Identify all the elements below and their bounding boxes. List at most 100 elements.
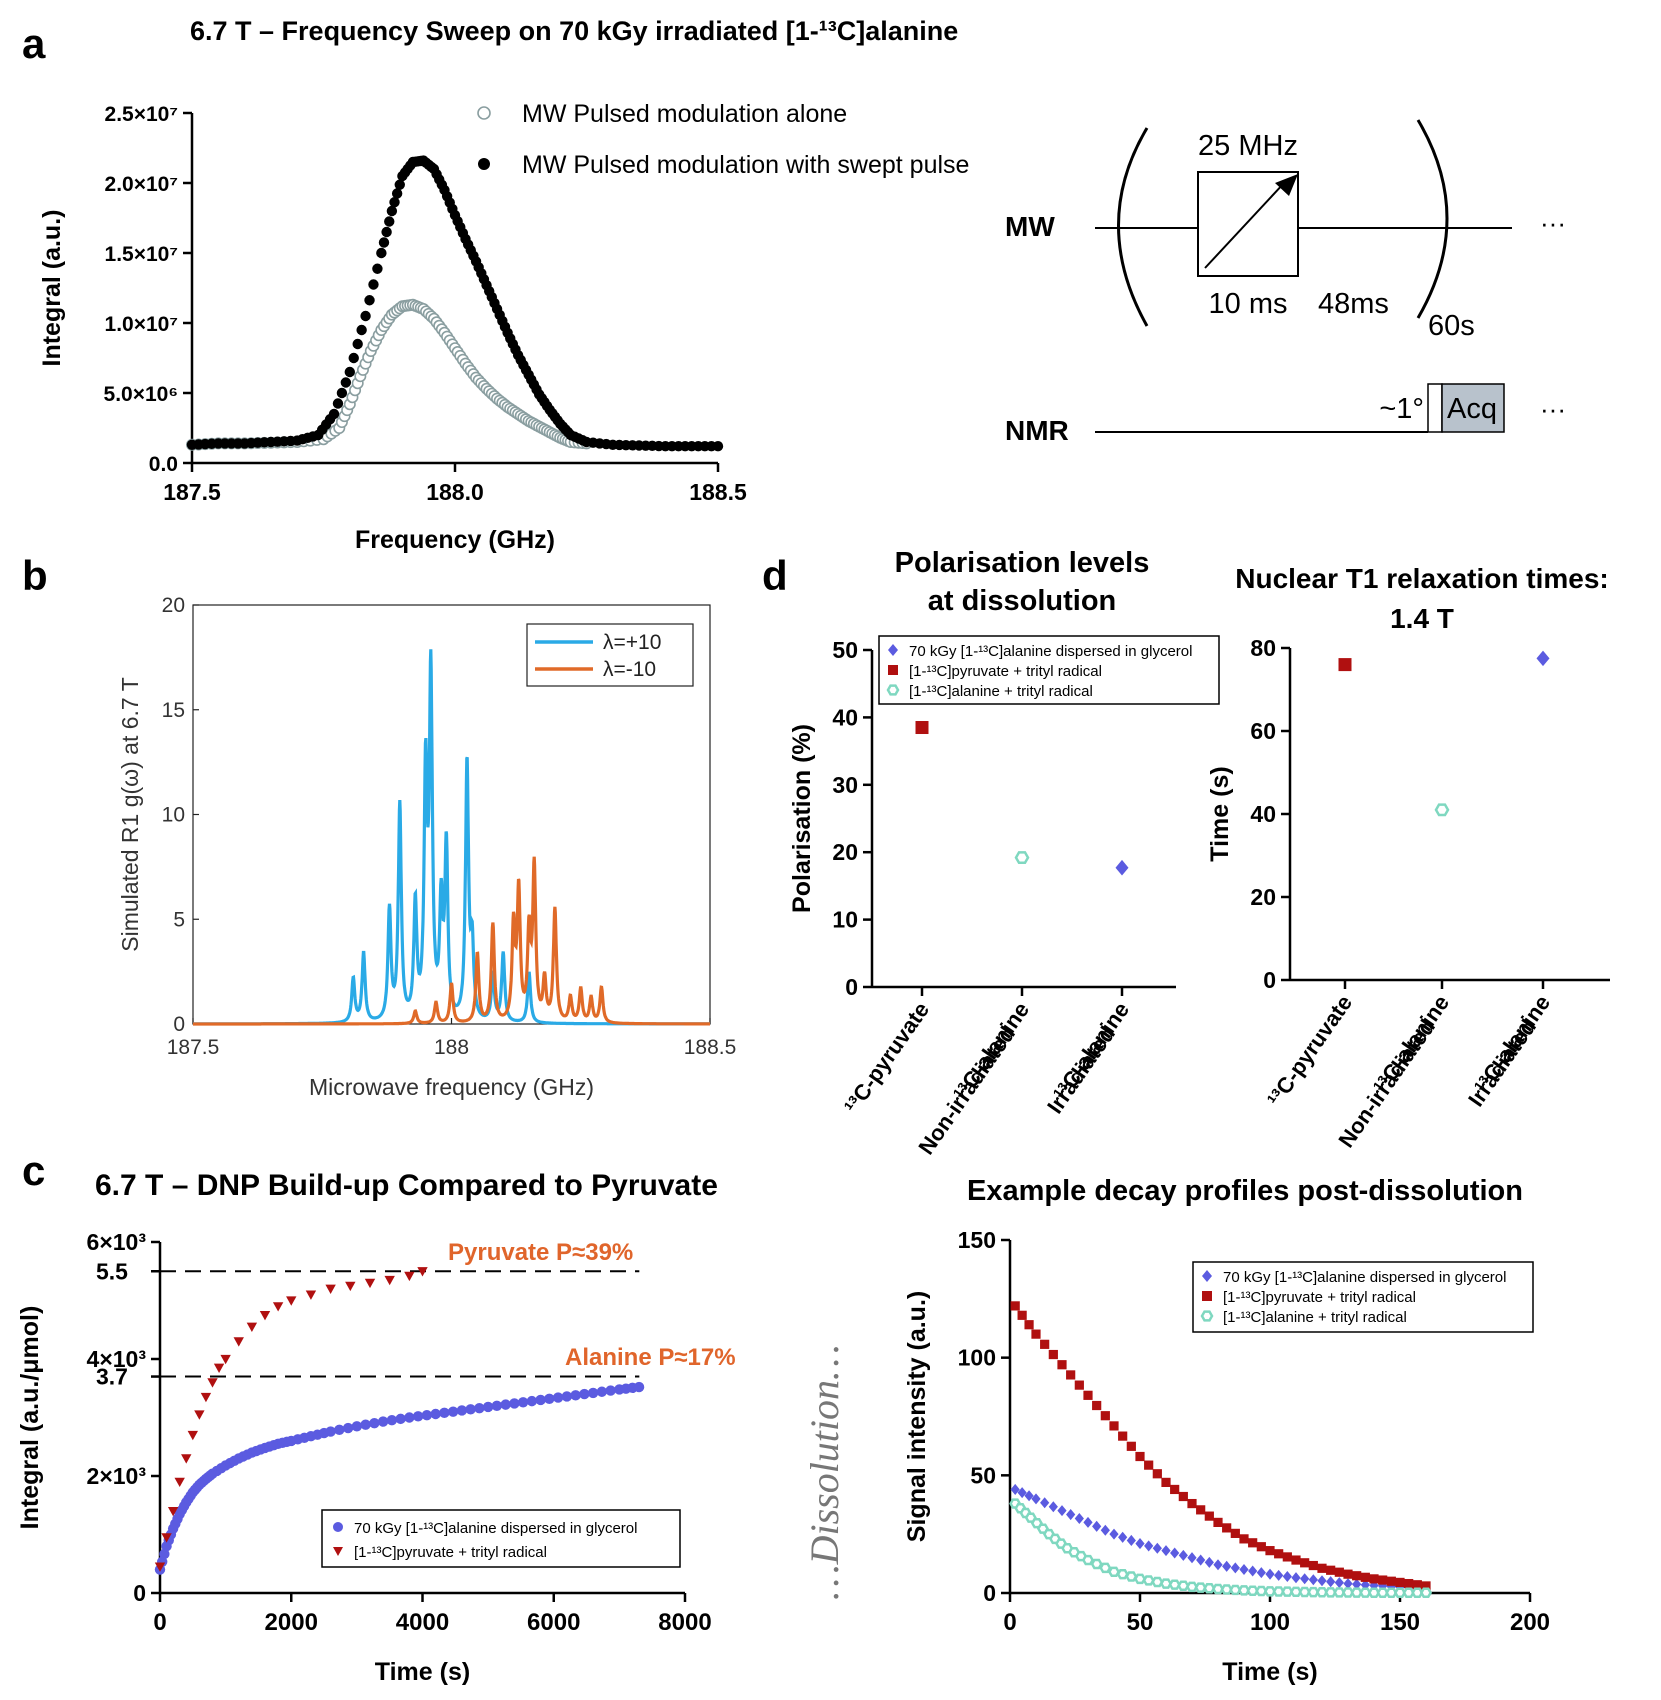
chart-c2-legend-label: 70 kGy [1-¹³C]alanine dispersed in glyce…: [1223, 1269, 1506, 1286]
chart-c2-point: [1185, 1581, 1199, 1593]
chart-c2-point: [1248, 1538, 1258, 1548]
chart-c1-point: [377, 1416, 389, 1427]
chart-c2-point: [1291, 1572, 1301, 1584]
chart-c1-point: [305, 1290, 317, 1300]
chart-a-x-tick-label: 188.5: [689, 479, 747, 505]
chart-c2-point: [1256, 1567, 1266, 1579]
chart-d2-point: [1536, 650, 1550, 667]
chart-c2-point: [1024, 1490, 1034, 1502]
chart-c2-x-tick-label: 0: [1003, 1609, 1016, 1636]
chart-c2-point: [1152, 1542, 1162, 1554]
chart-c2-point: [1170, 1547, 1180, 1559]
chart-c1-annotation-pyruvate: Pyruvate P≈39%: [448, 1239, 633, 1266]
chart-c2-point: [1031, 1329, 1041, 1339]
chart-d1-point: [915, 721, 929, 735]
chart-c2-point: [1369, 1579, 1379, 1591]
chart-c2-point: [1326, 1576, 1336, 1588]
chart-c1-point: [384, 1275, 395, 1286]
chart-a-x-tick-label: 187.5: [163, 479, 221, 505]
chart-c2-point: [1282, 1571, 1292, 1583]
chart-c1-legend: [321, 1509, 681, 1568]
chart-c2-point: [1343, 1578, 1353, 1590]
chart-d2-y-tick-label: 0: [1263, 967, 1276, 993]
chart-c2-point: [1230, 1528, 1240, 1538]
chart-c2-point: [1230, 1562, 1240, 1574]
chart-c1-point: [633, 1381, 645, 1393]
chart-c2-point: [1421, 1581, 1431, 1591]
chart-c2-point: [1118, 1431, 1128, 1441]
chart-a-point: [394, 179, 405, 190]
chart-c2-point: [1395, 1581, 1405, 1593]
chart-a-point: [336, 387, 348, 399]
chart-c2-point: [1376, 1587, 1389, 1598]
chart-b-y-tick-label: 5: [173, 908, 185, 931]
chart-c2-point: [1300, 1573, 1310, 1585]
chart-c2-point: [1255, 1585, 1268, 1597]
chart-a-legend-marker: [478, 158, 490, 170]
chart-d2-x-tick-label: ¹³C-alanine: [1368, 991, 1454, 1098]
chart-c1-point: [526, 1395, 538, 1407]
chart-c2-point: [1100, 1524, 1110, 1536]
chart-a-point: [356, 324, 367, 336]
chart-c2-point: [1010, 1483, 1020, 1495]
chart-c2-point: [1074, 1512, 1084, 1524]
chart-c1-legend-marker: [333, 1522, 343, 1532]
chart-c1-legend-label: [1-¹³C]pyruvate + trityl radical: [354, 1544, 547, 1561]
chart-c1-point: [465, 1404, 476, 1415]
chart-c2-point: [1099, 1562, 1112, 1574]
chart-c1-legend-marker: [333, 1547, 343, 1556]
chart-c1-point: [259, 1310, 271, 1321]
chart-c2-legend-label: [1-¹³C]pyruvate + trityl radical: [1223, 1289, 1416, 1306]
chart-d1-y-tick-label: 0: [845, 974, 858, 1000]
chart-d1-point: [1115, 859, 1129, 876]
chart-c1-point: [412, 1411, 424, 1422]
chart-c2-point: [1359, 1587, 1372, 1598]
chart-d2-point: [1338, 658, 1352, 672]
nmr-ellipsis: ···: [1540, 394, 1566, 424]
chart-d2-y-tick-label: 80: [1250, 635, 1276, 661]
chart-c2-point: [1334, 1577, 1344, 1589]
chart-c2-point: [1040, 1339, 1050, 1349]
chart-c2-legend-label: [1-¹³C]alanine + trityl radical: [1223, 1309, 1407, 1326]
chart-c2-point: [1057, 1360, 1067, 1370]
chart-c2: 0 50 100 150 200 0 50 100 150 Time (s) Signal inte…: [903, 1227, 1550, 1686]
chart-d1-title-line2: at dissolution: [928, 585, 1117, 617]
chart-b-series-line: [193, 649, 710, 1026]
chart-c2-point: [1177, 1580, 1190, 1592]
chart-c2-point: [1265, 1568, 1275, 1580]
chart-c2-point: [1194, 1582, 1207, 1593]
repeat-time-label: 60s: [1428, 310, 1475, 342]
chart-c1-point: [364, 1278, 376, 1289]
chart-c2-point: [1048, 1501, 1058, 1513]
chart-b-legend-label: λ=-10: [603, 658, 656, 681]
chart-c2-point: [1300, 1558, 1310, 1568]
chart-c2-point: [1152, 1469, 1162, 1479]
chart-c2-point: [1291, 1555, 1301, 1565]
chart-a-point: [389, 197, 400, 208]
sweep-width-label: 25 MHz: [1198, 130, 1298, 162]
chart-c2-point: [1024, 1320, 1034, 1330]
swept-pulse-box: [1197, 171, 1299, 277]
chart-c1-point: [181, 1454, 192, 1464]
chart-c2-point: [1282, 1552, 1292, 1562]
chart-d1-y-tick-label: 10: [832, 907, 858, 933]
chart-c1-point: [220, 1354, 231, 1365]
acquisition-label: Acq: [1447, 393, 1497, 425]
chart-c2-point: [1144, 1540, 1154, 1552]
chart-d2-title-line2: 1.4 T: [1390, 603, 1454, 634]
chart-c2-point: [1031, 1493, 1041, 1505]
chart-c2-point: [1133, 1573, 1147, 1585]
chart-c2-point: [1203, 1583, 1216, 1594]
chart-c2-point: [1281, 1586, 1294, 1597]
chart-d1-legend-marker: [888, 644, 898, 656]
chart-c1-point: [342, 1422, 354, 1434]
chart-c1-y-tick-label: 0: [133, 1580, 146, 1606]
chart-c2-point: [1220, 1584, 1233, 1595]
chart-c2-point: [1151, 1576, 1164, 1588]
chart-c2-point: [1142, 1575, 1155, 1586]
chart-a-point: [372, 263, 383, 274]
chart-d2-y-tick-label: 40: [1250, 801, 1276, 827]
chart-c2-point: [1107, 1566, 1121, 1578]
